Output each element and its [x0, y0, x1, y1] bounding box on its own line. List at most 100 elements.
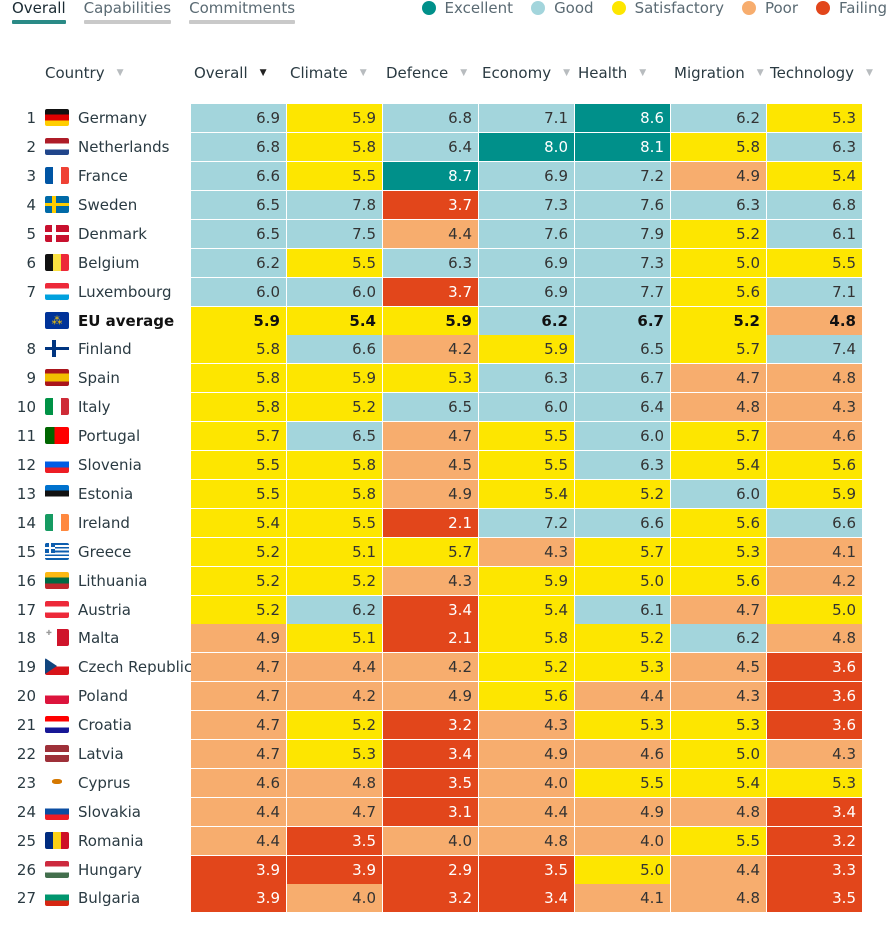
rank-number: 13 — [16, 485, 36, 503]
sort-icon[interactable]: ▼ — [866, 68, 873, 78]
score-cell-defence: 6.3 — [383, 249, 478, 277]
score-cell-economy: 5.4 — [479, 480, 574, 508]
score-cell-climate: 6.6 — [287, 335, 382, 363]
score-cell-climate: 7.5 — [287, 220, 382, 248]
rank-number: 15 — [16, 543, 36, 561]
country-name: Austria — [78, 601, 131, 619]
score-cell-health: 4.0 — [575, 827, 670, 855]
score-cell-defence: 3.7 — [383, 278, 478, 306]
flag-lv-icon — [45, 745, 69, 762]
country-name: Spain — [78, 369, 120, 387]
column-header-health[interactable]: Health ▼ — [578, 64, 646, 82]
country-name: Malta — [78, 629, 120, 647]
score-cell-climate: 5.5 — [287, 509, 382, 537]
score-cell-defence: 6.8 — [383, 104, 478, 132]
score-cell-economy: 6.9 — [479, 249, 574, 277]
column-header-technology[interactable]: Technology ▼ — [770, 64, 873, 82]
column-header-migration[interactable]: Migration ▼ — [674, 64, 764, 82]
score-cell-defence: 3.1 — [383, 798, 478, 826]
score-cell-defence: 6.4 — [383, 133, 478, 161]
column-header-economy[interactable]: Economy ▼ — [482, 64, 570, 82]
score-cell-migration: 4.5 — [671, 653, 766, 681]
sort-icon[interactable]: ▼ — [116, 68, 124, 78]
country-name: Slovakia — [78, 803, 141, 821]
legend-dot-icon — [531, 1, 546, 15]
score-cell-climate: 7.8 — [287, 191, 382, 219]
score-cell-overall: 6.5 — [191, 191, 286, 219]
score-cell-economy: 6.0 — [479, 393, 574, 421]
score-cell-health: 7.7 — [575, 278, 670, 306]
gr-canton-icon — [45, 543, 55, 553]
score-cell-economy: 8.0 — [479, 133, 574, 161]
score-cell-migration: 5.2 — [671, 220, 766, 248]
score-cell-technology: 5.6 — [767, 451, 862, 479]
flag-dk-icon — [45, 225, 69, 242]
score-cell-overall: 4.6 — [191, 769, 286, 797]
column-header-label: Migration — [674, 64, 745, 82]
sort-icon[interactable]: ▼ — [563, 68, 570, 78]
score-cell-overall: 6.6 — [191, 162, 286, 190]
score-cell-overall: 4.4 — [191, 798, 286, 826]
country-name: Latvia — [78, 745, 124, 763]
score-cell-technology: 3.6 — [767, 711, 862, 739]
flag-pl-icon — [45, 687, 69, 704]
table-row: 2 Netherlands 6.8 5.8 6.4 8.0 8.1 5.8 6.3 — [0, 133, 895, 161]
sort-icon[interactable]: ▼ — [639, 68, 647, 78]
score-cell-migration: 5.6 — [671, 567, 766, 595]
score-cell-technology: 5.4 — [767, 162, 862, 190]
sort-icon[interactable]: ▼ — [756, 68, 764, 78]
score-cell-climate: 6.5 — [287, 422, 382, 450]
score-cell-overall: 6.8 — [191, 133, 286, 161]
table-row: 27 Bulgaria 3.9 4.0 3.2 3.4 4.1 4.8 3.5 — [0, 884, 895, 912]
score-cell-technology: 4.8 — [767, 624, 862, 652]
table-row: 21 Croatia 4.7 5.2 3.2 4.3 5.3 5.3 3.6 — [0, 711, 895, 739]
score-cell-overall: 5.4 — [191, 509, 286, 537]
score-cell-migration: 5.7 — [671, 335, 766, 363]
rank-number: 23 — [16, 774, 36, 792]
score-cell-technology: 3.6 — [767, 682, 862, 710]
tab-capabilities[interactable]: Capabilities — [83, 0, 172, 24]
score-cell-migration: 5.3 — [671, 711, 766, 739]
score-cell-health: 5.0 — [575, 567, 670, 595]
column-header-defence[interactable]: Defence ▼ — [386, 64, 467, 82]
score-cell-defence: 3.4 — [383, 596, 478, 624]
rank-number: 5 — [26, 225, 36, 243]
score-cell-migration: 5.4 — [671, 769, 766, 797]
score-cell-overall: 5.2 — [191, 567, 286, 595]
country-name: Hungary — [78, 861, 143, 879]
flag-ee-icon — [45, 485, 69, 502]
country-name: Estonia — [78, 485, 134, 503]
rank-number: 2 — [26, 138, 36, 156]
rank-number: 8 — [26, 340, 36, 358]
column-header-country[interactable]: Country ▼ — [45, 64, 124, 82]
score-cell-climate: 5.8 — [287, 133, 382, 161]
score-cell-health: 5.3 — [575, 711, 670, 739]
score-cell-migration: 4.9 — [671, 162, 766, 190]
score-cell-economy: 4.8 — [479, 827, 574, 855]
score-cell-migration: 5.5 — [671, 827, 766, 855]
table-row: 14 Ireland 5.4 5.5 2.1 7.2 6.6 5.6 6.6 — [0, 509, 895, 537]
table-row: 20 Poland 4.7 4.2 4.9 5.6 4.4 4.3 3.6 — [0, 682, 895, 710]
column-header-overall[interactable]: Overall ▼ — [194, 64, 267, 82]
score-cell-health: 7.9 — [575, 220, 670, 248]
score-cell-health: 7.3 — [575, 249, 670, 277]
cz-triangle-icon — [45, 658, 57, 674]
rank-number: 6 — [26, 254, 36, 272]
score-cell-climate: 3.9 — [287, 856, 382, 884]
tab-overall[interactable]: Overall — [12, 0, 66, 24]
score-cell-health: 4.6 — [575, 740, 670, 768]
score-cell-migration: 5.8 — [671, 133, 766, 161]
table-row: 25 Romania 4.4 3.5 4.0 4.8 4.0 5.5 3.2 — [0, 827, 895, 855]
mt-cross-icon: ✚ — [46, 629, 52, 637]
table-row: 19 Czech Republic 4.7 4.4 4.2 5.2 5.3 4.5 3.6 — [0, 653, 895, 681]
sort-desc-icon[interactable]: ▼ — [259, 68, 267, 78]
flag-ie-icon — [45, 514, 69, 531]
column-header-climate[interactable]: Climate ▼ — [290, 64, 367, 82]
tab-commitments[interactable]: Commitments — [189, 0, 296, 24]
sort-icon[interactable]: ▼ — [460, 68, 468, 78]
flag-sk-icon — [45, 803, 69, 820]
country-name: Czech Republic — [78, 658, 193, 676]
score-cell-migration: 5.2 — [671, 307, 766, 335]
sort-icon[interactable]: ▼ — [359, 68, 367, 78]
rank-number: 19 — [16, 658, 36, 676]
